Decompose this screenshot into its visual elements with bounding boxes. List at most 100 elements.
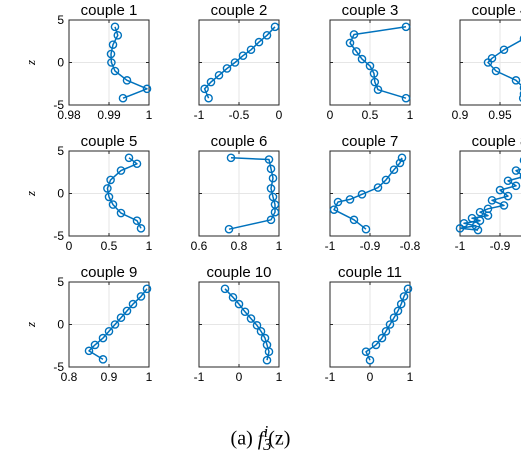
data-point bbox=[266, 215, 276, 225]
x-tick-label: 1 bbox=[276, 239, 283, 253]
data-point bbox=[483, 211, 493, 220]
data-point bbox=[113, 30, 123, 40]
data-point bbox=[136, 224, 146, 233]
x-tick-label: -1 bbox=[194, 108, 205, 122]
data-point bbox=[234, 299, 244, 309]
data-point bbox=[393, 306, 403, 316]
caption-func-name: f bbox=[257, 427, 264, 450]
data-point bbox=[381, 326, 391, 336]
series-line bbox=[487, 39, 521, 87]
data-point bbox=[230, 58, 240, 67]
data-point bbox=[238, 51, 248, 61]
data-point bbox=[471, 221, 481, 231]
y-tick-label: -5 bbox=[53, 360, 64, 374]
data-point bbox=[467, 213, 477, 223]
data-point bbox=[395, 158, 405, 168]
data-point bbox=[499, 45, 509, 55]
data-point bbox=[499, 201, 509, 210]
caption-superscript: i bbox=[263, 422, 269, 441]
data-point bbox=[397, 153, 407, 163]
data-point bbox=[349, 30, 359, 39]
data-point bbox=[118, 93, 128, 103]
data-point bbox=[264, 155, 274, 164]
data-point bbox=[132, 216, 142, 225]
x-tick-label: -0.9 bbox=[360, 239, 381, 253]
data-point bbox=[511, 76, 521, 85]
data-point bbox=[142, 284, 152, 294]
caption-function: f3i bbox=[257, 422, 272, 454]
data-point bbox=[352, 47, 361, 56]
data-point bbox=[116, 208, 126, 218]
data-point bbox=[345, 38, 355, 48]
x-tick-label: 1 bbox=[146, 239, 153, 253]
subplot-2: -1 -0.5 0 couple 2 bbox=[194, 2, 283, 122]
subplot-title: couple 2 bbox=[211, 2, 268, 19]
data-point bbox=[361, 224, 371, 234]
data-point bbox=[136, 292, 146, 301]
figure-grid: 0.98 0.99 1 5 0 -5 couple 1 z -1 -0.5 0 couple 2 0 0.… bbox=[23, 2, 521, 384]
data-point bbox=[403, 284, 413, 294]
subplot-3: 0 0.5 1 couple 3 bbox=[327, 2, 414, 122]
data-point bbox=[224, 224, 234, 234]
data-point bbox=[108, 200, 118, 209]
data-point bbox=[264, 347, 274, 357]
data-point bbox=[262, 30, 272, 40]
data-point bbox=[254, 37, 264, 47]
subplot-title: couple 6 bbox=[211, 133, 268, 150]
figure-caption: (a) f3i(z) bbox=[0, 422, 521, 455]
caption-subscript: 3 bbox=[263, 434, 272, 454]
subplot-title: couple 10 bbox=[206, 264, 271, 281]
data-point bbox=[329, 205, 339, 214]
subplot-title: couple 3 bbox=[342, 2, 399, 19]
series-line bbox=[224, 288, 270, 361]
series-line bbox=[106, 157, 142, 229]
data-point bbox=[228, 292, 238, 302]
series-line bbox=[459, 168, 521, 231]
subplot-4: 0.90.951couple 4 bbox=[452, 2, 521, 122]
y-tick-label: -5 bbox=[53, 98, 64, 112]
x-tick-label: -1 bbox=[455, 239, 466, 253]
x-tick-label: 0.5 bbox=[362, 108, 379, 122]
data-point bbox=[206, 77, 216, 87]
data-point bbox=[511, 166, 521, 175]
data-point bbox=[487, 195, 497, 205]
data-point bbox=[475, 207, 485, 217]
y-axis-label: z bbox=[23, 191, 38, 197]
x-tick-label: 0.99 bbox=[97, 108, 121, 122]
data-point bbox=[357, 54, 367, 64]
data-point bbox=[103, 184, 112, 193]
subplot-title: couple 4 bbox=[472, 2, 521, 19]
data-point bbox=[266, 184, 276, 193]
data-point bbox=[268, 173, 278, 183]
data-point bbox=[84, 346, 94, 356]
data-point bbox=[519, 84, 521, 92]
data-point bbox=[262, 355, 272, 365]
data-point bbox=[122, 306, 132, 316]
x-tick-label: 0.8 bbox=[231, 239, 248, 253]
subplot-9: 0.8 0.9 1 5 0 -5 couple 9 z bbox=[23, 264, 153, 384]
x-tick-label: 1 bbox=[146, 370, 153, 384]
subplot-7: -1 -0.9 -0.8 couple 7 bbox=[325, 133, 421, 253]
data-point bbox=[389, 313, 399, 323]
x-tick-label: -0.5 bbox=[229, 108, 250, 122]
data-point bbox=[365, 61, 375, 71]
x-tick-label: -0.8 bbox=[400, 239, 421, 253]
data-point bbox=[142, 84, 152, 94]
x-tick-label: 0.98 bbox=[57, 108, 81, 122]
subplot-title: couple 5 bbox=[81, 133, 138, 150]
data-point bbox=[365, 355, 375, 365]
data-point bbox=[106, 49, 116, 59]
data-point bbox=[381, 175, 391, 185]
x-tick-label: 1 bbox=[146, 108, 153, 122]
data-point bbox=[222, 64, 232, 73]
y-tick-label: 0 bbox=[57, 318, 64, 332]
data-point bbox=[519, 35, 521, 42]
data-point bbox=[116, 166, 126, 175]
subplot-title: couple 1 bbox=[81, 2, 138, 19]
y-tick-label: 5 bbox=[57, 144, 64, 158]
x-tick-label: 0 bbox=[367, 370, 374, 384]
data-point bbox=[370, 77, 380, 87]
data-point bbox=[349, 215, 359, 225]
